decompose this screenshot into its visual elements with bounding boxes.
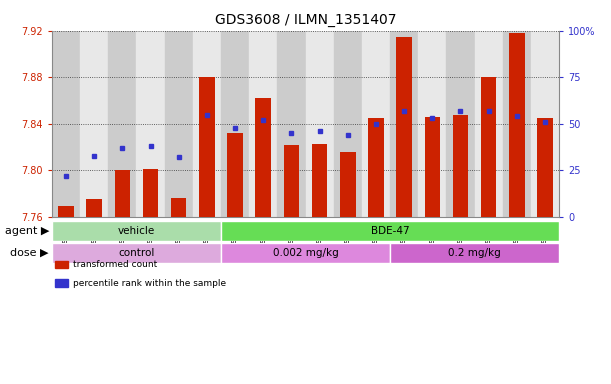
- Bar: [52, 221, 221, 241]
- Bar: [52, 243, 221, 263]
- Bar: [509, 33, 525, 217]
- Text: BDE-47: BDE-47: [371, 226, 409, 236]
- Bar: [481, 77, 496, 217]
- Bar: [108, 31, 136, 217]
- Bar: [368, 118, 384, 217]
- Bar: [221, 243, 390, 263]
- Bar: [80, 31, 108, 217]
- Bar: [249, 31, 277, 217]
- Bar: [447, 31, 475, 217]
- Bar: [397, 36, 412, 217]
- Text: GDS3608 / ILMN_1351407: GDS3608 / ILMN_1351407: [214, 13, 397, 27]
- Bar: [390, 243, 559, 263]
- Text: 0.002 mg/kg: 0.002 mg/kg: [273, 248, 338, 258]
- Bar: [312, 144, 327, 217]
- Bar: [306, 31, 334, 217]
- Bar: [418, 31, 447, 217]
- Bar: [221, 31, 249, 217]
- Bar: [334, 31, 362, 217]
- Bar: [531, 31, 559, 217]
- Text: control: control: [119, 248, 155, 258]
- Text: percentile rank within the sample: percentile rank within the sample: [73, 279, 227, 288]
- Bar: [58, 207, 74, 217]
- Bar: [537, 118, 553, 217]
- Bar: [115, 170, 130, 217]
- Bar: [503, 31, 531, 217]
- Bar: [136, 31, 164, 217]
- Bar: [425, 117, 440, 217]
- Bar: [453, 114, 468, 217]
- Bar: [475, 31, 503, 217]
- Bar: [164, 31, 193, 217]
- Text: transformed count: transformed count: [73, 260, 158, 269]
- Bar: [86, 200, 102, 217]
- Bar: [199, 77, 214, 217]
- Bar: [171, 199, 186, 217]
- Bar: [255, 98, 271, 217]
- Bar: [362, 31, 390, 217]
- Text: agent ▶: agent ▶: [4, 226, 49, 236]
- Bar: [390, 31, 418, 217]
- Bar: [143, 169, 158, 217]
- Bar: [340, 152, 356, 217]
- Bar: [193, 31, 221, 217]
- Bar: [284, 145, 299, 217]
- Text: vehicle: vehicle: [118, 226, 155, 236]
- Text: dose ▶: dose ▶: [10, 248, 49, 258]
- Bar: [221, 221, 559, 241]
- Bar: [227, 133, 243, 217]
- Bar: [52, 31, 80, 217]
- Bar: [277, 31, 306, 217]
- Text: 0.2 mg/kg: 0.2 mg/kg: [448, 248, 501, 258]
